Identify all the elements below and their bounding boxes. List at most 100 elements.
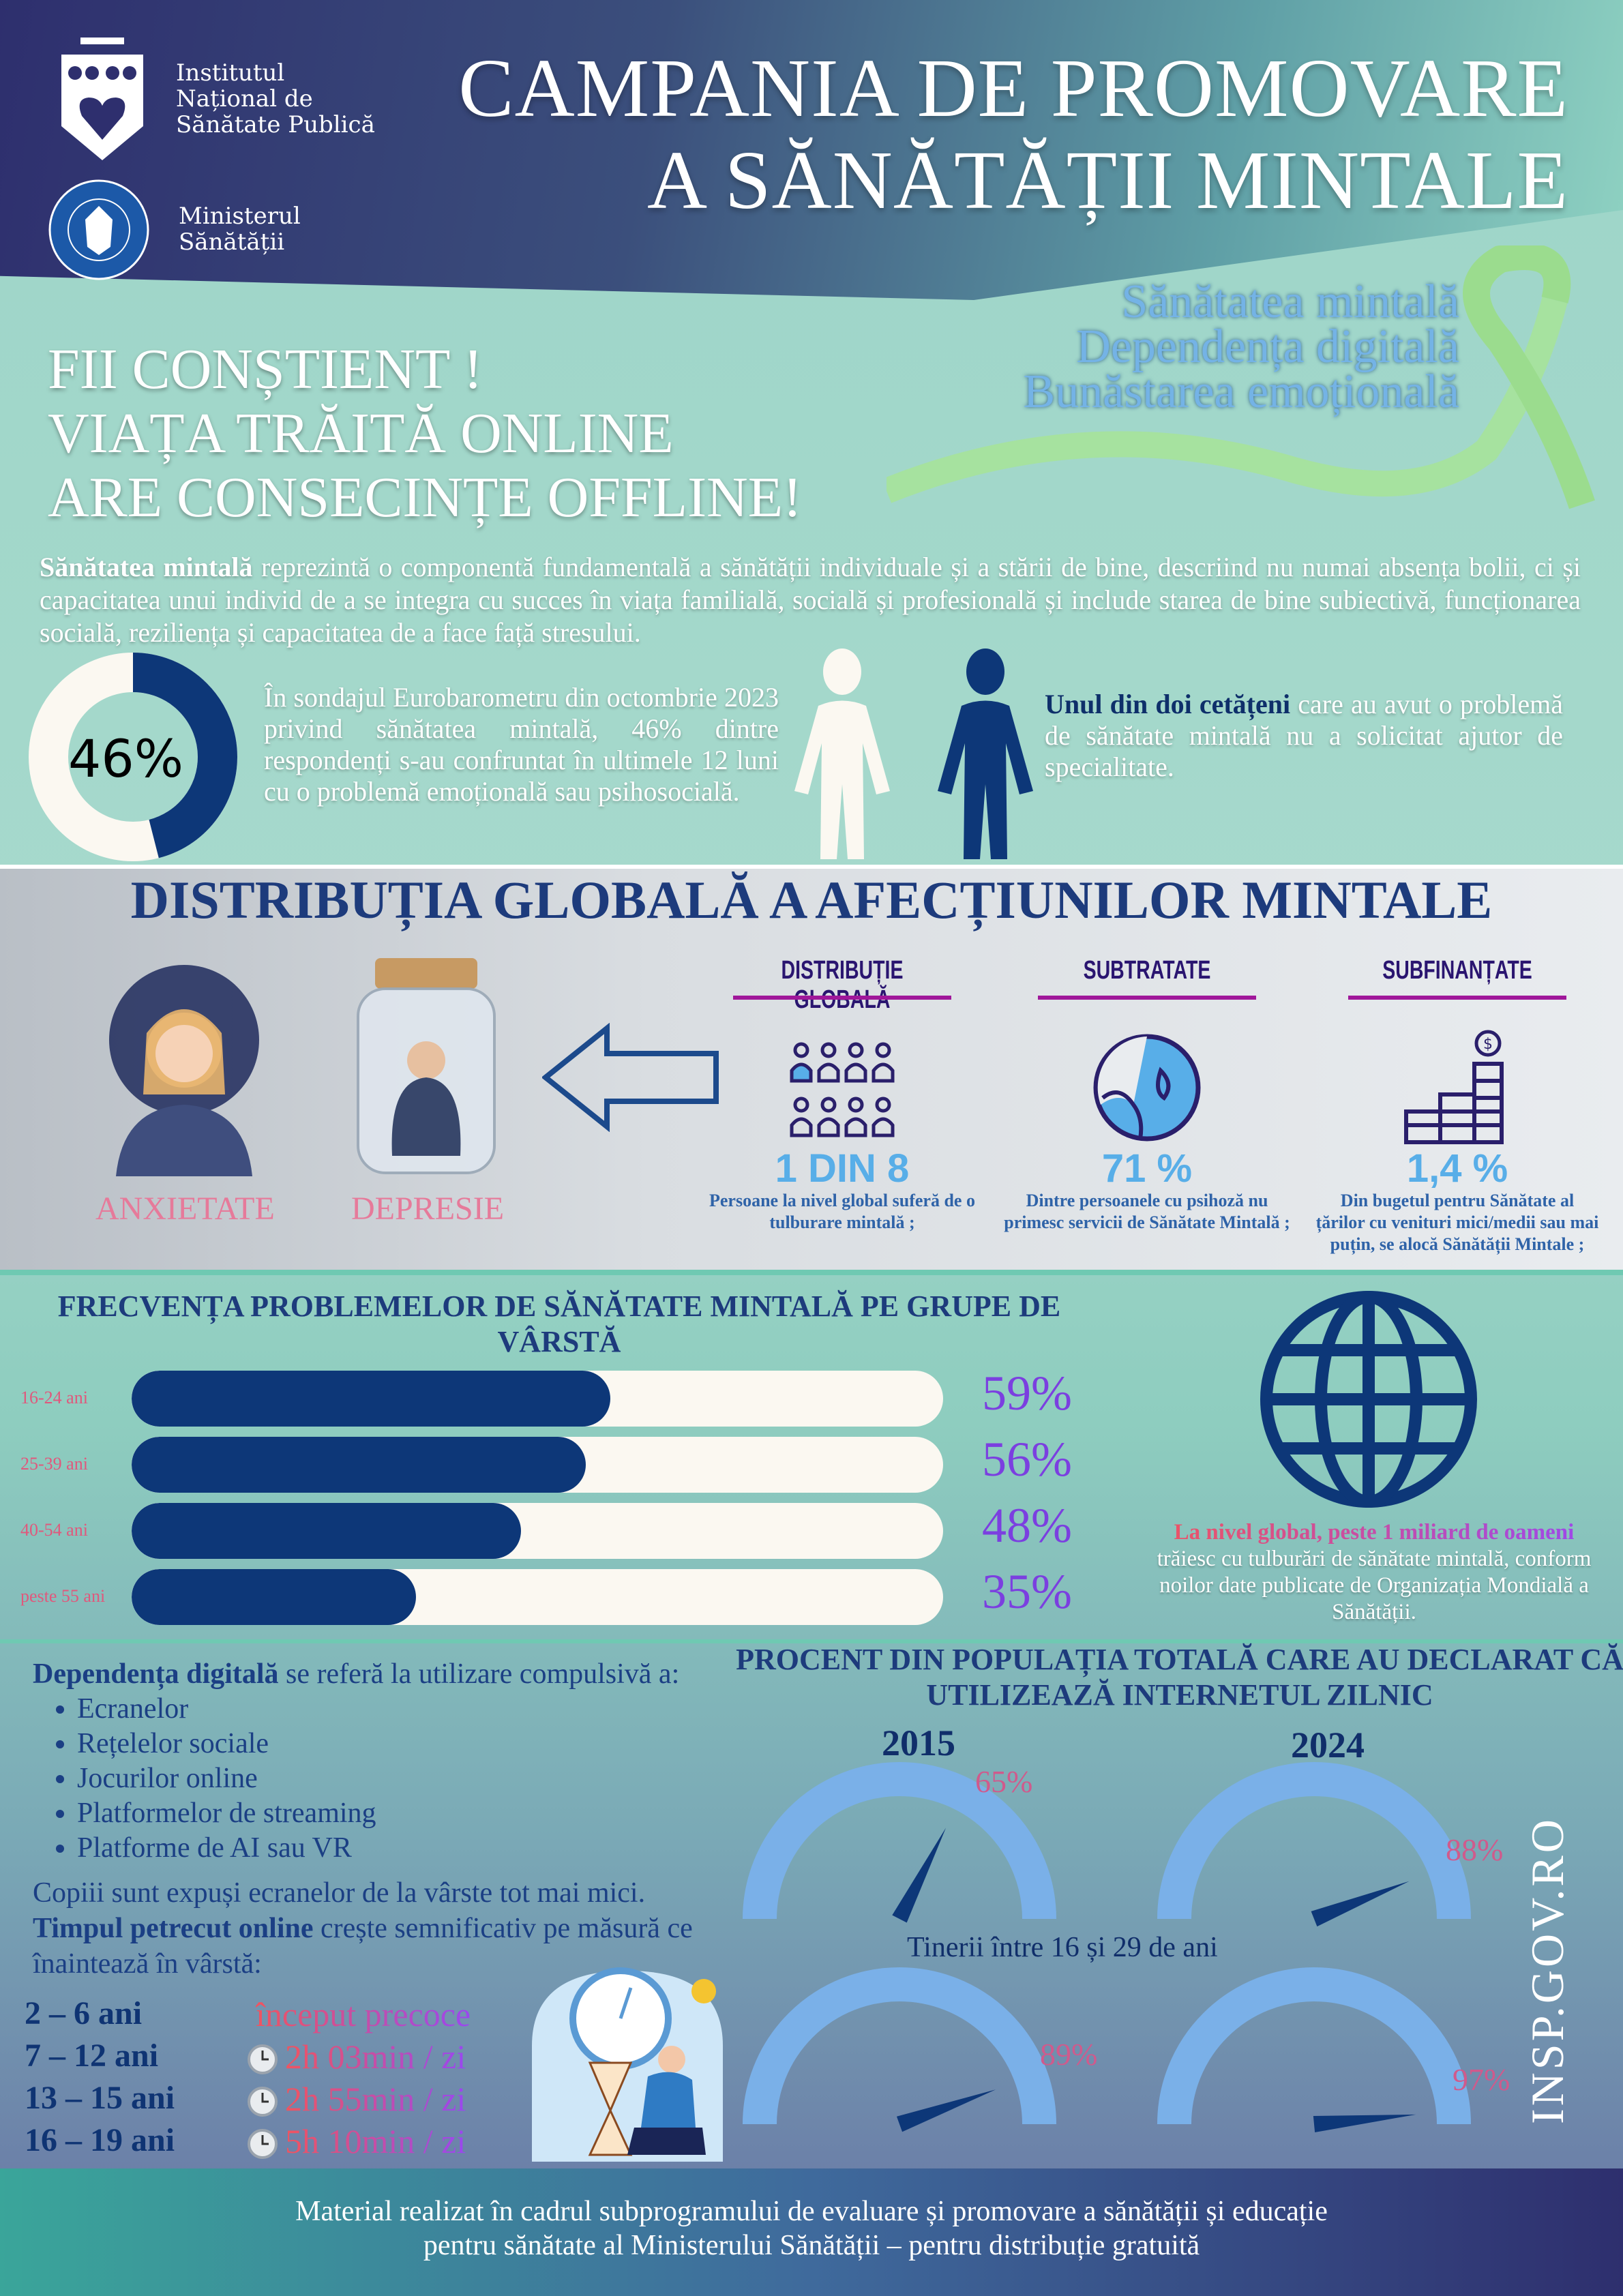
bar-value-label: 48% [982,1498,1072,1553]
intro-paragraph: Sănătatea mintală reprezintă o component… [40,551,1581,649]
site-url[interactable]: INSP.GOV.RO [1521,1817,1573,2124]
kids-line: Copiii sunt expuși ecranelor de la vârst… [33,1877,646,1909]
footer [0,2168,1623,2296]
page-title: CAMPANIA DE PROMOVARE A SĂNĂTĂȚII MINTAL… [458,42,1568,226]
bar-fill [132,1503,522,1559]
distribution-title: DISTRIBUȚIA GLOBALĂ A AFECȚIUNILOR MINTA… [130,870,1493,929]
ministry-line: Sănătății [179,228,285,256]
anxiety-illustration-icon [109,965,259,1176]
dependency-item: Platformelor de streaming [77,1796,679,1831]
column-underline [1038,996,1256,1000]
topic: Dependența digitală [1076,320,1459,373]
digital-bold: Dependența digitală [33,1658,279,1690]
donut-fill [29,653,237,861]
column-value: 1,4 % [1406,1146,1508,1191]
time-text: crește semnificativ pe măsură ce înainte… [33,1913,693,1980]
dependency-item: Ecranelor [77,1692,679,1727]
gauge-value-label: 97% [1453,2062,1510,2097]
bar-track [132,1569,943,1625]
dependency-item: Platforme de AI sau VR [77,1831,679,1866]
bar-track [132,1371,943,1427]
one-in-two-text: Unul din doi cetățeni care au avut o pro… [1045,689,1563,783]
age-range: 7 – 12 ani [25,2038,159,2074]
slogan-line: VIAȚA TRĂITĂ ONLINE [48,402,674,465]
footer-line: pentru sănătate al Ministerului Sănătăți… [423,2230,1200,2261]
footer-text: Material realizat în cadrul subprogramul… [0,2194,1623,2263]
topic: Bunăstarea emoțională [1023,366,1459,418]
people-group-icon [790,1042,895,1137]
one-in-two-rest: care au avut o problemă de sănătate mint… [1045,689,1564,782]
gauge-arc [1157,1762,1471,1920]
screen-time-value: 5h 10min / zi [285,2122,466,2160]
bar-value-label: 56% [982,1432,1072,1487]
slogan-line: ARE CONSECINȚE OFFLINE! [48,466,802,529]
world-globe-icon [1260,1291,1477,1508]
age-group-label: 25-39 ani [20,1454,88,1474]
bar-fill [132,1437,586,1493]
global-note-highlight: La nivel global, peste 1 miliard de oame… [1146,1519,1603,1546]
screen-time-value: început precoce [256,1995,471,2033]
age-group-label: peste 55 ani [20,1586,106,1606]
institute-line: Sănătate Publică [176,111,375,138]
depression-label: DEPRESIE [351,1191,505,1227]
institute-line: Național de [176,85,313,113]
column-value: 1 DIN 8 [775,1146,910,1191]
global-note: La nivel global, peste 1 miliard de oame… [1146,1519,1603,1626]
institute-line: Institutul [176,59,285,87]
ministry-name: Ministerul Sănătății [179,203,301,255]
time-bold: Timpul petrecut online [33,1913,314,1944]
digital-dependency: Dependența digitală se referă la utiliza… [33,1657,679,1866]
insp-logo-icon [61,38,143,160]
global-note-text: trăiesc cu tulburări de sănătate mintală… [1157,1547,1592,1624]
intro-text: reprezintă o componentă fundamentală a s… [40,552,1581,648]
column-description: Dintre persoanele cu psihoză nu primesc … [1004,1191,1290,1232]
ministry-line: Ministerul [179,203,301,230]
bar-value-label: 35% [982,1564,1072,1619]
clock-person-illustration-icon [532,1967,723,2162]
column-underline [1348,996,1566,1000]
bar-fill [132,1569,416,1625]
dependency-item: Rețelelor sociale [77,1727,679,1761]
gauge-value-label: 65% [975,1764,1032,1799]
screen-time-value: 2h 55min / zi [285,2080,466,2118]
youth-subtitle: Tinerii între 16 și 29 de ani [907,1932,1218,1963]
kids-text: Copiii sunt expuși ecranelor de la vârst… [33,1875,742,1982]
intro-bold: Sănătatea mintală [40,552,253,582]
digital-list: EcranelorRețelelor socialeJocurilor onli… [33,1692,679,1866]
svg-text:$: $ [1483,1036,1493,1053]
slogan: FII CONȘTIENT ! VIAȚA TRĂITĂ ONLINE ARE … [48,338,802,530]
gauge-arc [743,1762,1056,1920]
people-figures-icon [794,648,1033,859]
arrow-left-icon [542,1023,719,1132]
eurobarometer-donut [29,653,237,861]
title-line: CAMPANIA DE PROMOVARE [458,42,1568,134]
dependency-item: Jocurilor online [77,1761,679,1796]
ribbon-topics: Sănătatea mintală Dependența digitală Bu… [1023,278,1459,418]
clock-icon [248,2044,278,2074]
government-seal-icon [48,179,149,280]
column-description: Persoane la nivel global suferă de o tul… [709,1191,975,1232]
year-2024-label: 2024 [1291,1725,1365,1765]
gauge-arc [1157,1967,1471,2125]
green-ribbon-icon [887,245,1595,509]
bar-fill [132,1371,611,1427]
gauge-needle [1311,1881,1410,1927]
column-header: SUBFINANȚATE [1382,956,1532,985]
gauge-value-label: 89% [1040,2037,1097,2072]
bar-track [132,1437,943,1493]
digital-intro: se referă la utilizare compulsivă a: [278,1658,680,1690]
column-value: 71 % [1101,1146,1193,1191]
column-header: SUBTRATATE [1083,956,1211,985]
column-header: DISTRIBUȚIE GLOBALĂ [781,956,904,1014]
anxiety-label: ANXIETATE [95,1191,275,1227]
slogan-line: FII CONȘTIENT ! [48,338,483,401]
age-chart-title: FRECVENȚA PROBLEMELOR DE SĂNĂTATE MINTAL… [57,1289,1061,1358]
column-description: Din bugetul pentru Sănătate al țărilor c… [1315,1191,1599,1254]
title-line: A SĂNĂTĂȚII MINTALE [646,134,1568,226]
clock-icon [248,2129,278,2159]
internet-chart-title: PROCENT DIN POPULAȚIA TOTALĂ CARE AU DEC… [736,1643,1623,1712]
column-underline [733,996,951,1000]
depression-jar-illustration-icon [357,958,496,1174]
gauge-needle [896,2089,996,2132]
bar-track [132,1503,943,1559]
